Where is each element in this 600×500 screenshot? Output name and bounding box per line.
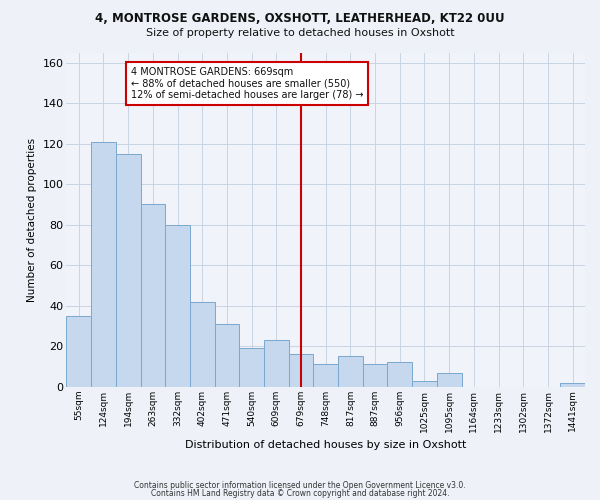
Bar bbox=[363, 364, 388, 387]
Bar bbox=[560, 382, 585, 387]
Y-axis label: Number of detached properties: Number of detached properties bbox=[27, 138, 37, 302]
Text: Contains HM Land Registry data © Crown copyright and database right 2024.: Contains HM Land Registry data © Crown c… bbox=[151, 488, 449, 498]
Bar bbox=[190, 302, 215, 387]
Bar bbox=[215, 324, 239, 387]
X-axis label: Distribution of detached houses by size in Oxshott: Distribution of detached houses by size … bbox=[185, 440, 466, 450]
Bar bbox=[437, 372, 461, 387]
Bar bbox=[388, 362, 412, 387]
Bar bbox=[67, 316, 91, 387]
Text: 4, MONTROSE GARDENS, OXSHOTT, LEATHERHEAD, KT22 0UU: 4, MONTROSE GARDENS, OXSHOTT, LEATHERHEA… bbox=[95, 12, 505, 26]
Text: 4 MONTROSE GARDENS: 669sqm
← 88% of detached houses are smaller (550)
12% of sem: 4 MONTROSE GARDENS: 669sqm ← 88% of deta… bbox=[131, 66, 363, 100]
Text: Size of property relative to detached houses in Oxshott: Size of property relative to detached ho… bbox=[146, 28, 454, 38]
Bar bbox=[239, 348, 264, 387]
Bar bbox=[116, 154, 140, 387]
Bar bbox=[91, 142, 116, 387]
Text: Contains public sector information licensed under the Open Government Licence v3: Contains public sector information licen… bbox=[134, 481, 466, 490]
Bar bbox=[313, 364, 338, 387]
Bar bbox=[289, 354, 313, 387]
Bar bbox=[165, 224, 190, 387]
Bar bbox=[264, 340, 289, 387]
Bar bbox=[412, 380, 437, 387]
Bar bbox=[338, 356, 363, 387]
Bar bbox=[140, 204, 165, 387]
